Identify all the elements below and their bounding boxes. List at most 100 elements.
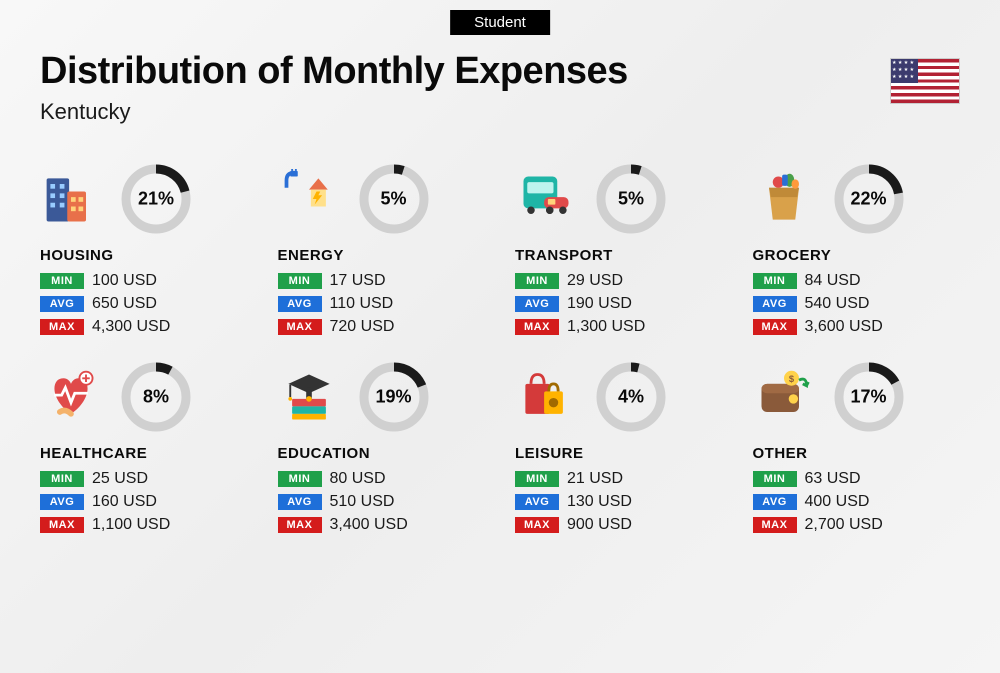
max-badge: MAX: [753, 517, 797, 533]
category-name: GROCERY: [753, 247, 961, 264]
percent-label: 17%: [850, 387, 886, 408]
min-badge: MIN: [515, 273, 559, 289]
min-badge: MIN: [278, 471, 322, 487]
category-name: HEALTHCARE: [40, 445, 248, 462]
min-badge: MIN: [278, 273, 322, 289]
avg-value: 510 USD: [330, 493, 395, 511]
avg-badge: AVG: [515, 296, 559, 312]
stat-max: MAX 720 USD: [278, 318, 486, 336]
category-card: 5% ENERGY MIN 17 USD AVG 110 USD MAX 720…: [278, 163, 486, 341]
category-name: EDUCATION: [278, 445, 486, 462]
stat-avg: AVG 400 USD: [753, 493, 961, 511]
percent-ring: 5%: [358, 163, 430, 235]
stat-min: MIN 80 USD: [278, 470, 486, 488]
percent-label: 5%: [380, 189, 406, 210]
avg-value: 160 USD: [92, 493, 157, 511]
percent-ring: 8%: [120, 361, 192, 433]
us-flag-icon: [890, 58, 960, 104]
min-badge: MIN: [753, 273, 797, 289]
avg-badge: AVG: [515, 494, 559, 510]
stat-min: MIN 29 USD: [515, 272, 723, 290]
stat-min: MIN 63 USD: [753, 470, 961, 488]
max-value: 900 USD: [567, 516, 632, 534]
stat-min: MIN 84 USD: [753, 272, 961, 290]
avg-value: 650 USD: [92, 295, 157, 313]
stat-avg: AVG 510 USD: [278, 493, 486, 511]
stat-min: MIN 17 USD: [278, 272, 486, 290]
grocery-icon: [753, 168, 815, 230]
max-badge: MAX: [40, 517, 84, 533]
avg-value: 110 USD: [330, 295, 394, 313]
card-top: 5%: [278, 163, 486, 235]
housing-icon: [40, 168, 102, 230]
category-name: HOUSING: [40, 247, 248, 264]
avg-badge: AVG: [40, 296, 84, 312]
percent-label: 5%: [618, 189, 644, 210]
category-card: 21% HOUSING MIN 100 USD AVG 650 USD MAX …: [40, 163, 248, 341]
category-name: ENERGY: [278, 247, 486, 264]
avg-value: 190 USD: [567, 295, 632, 313]
stat-min: MIN 100 USD: [40, 272, 248, 290]
stat-max: MAX 1,300 USD: [515, 318, 723, 336]
card-top: 8%: [40, 361, 248, 433]
max-badge: MAX: [515, 517, 559, 533]
category-name: OTHER: [753, 445, 961, 462]
min-value: 17 USD: [330, 272, 386, 290]
category-name: LEISURE: [515, 445, 723, 462]
avg-value: 540 USD: [805, 295, 870, 313]
categories-grid: 21% HOUSING MIN 100 USD AVG 650 USD MAX …: [40, 163, 960, 539]
header-badge: Student: [450, 10, 550, 35]
min-value: 100 USD: [92, 272, 157, 290]
stat-avg: AVG 540 USD: [753, 295, 961, 313]
stat-avg: AVG 110 USD: [278, 295, 486, 313]
min-value: 21 USD: [567, 470, 623, 488]
stat-avg: AVG 190 USD: [515, 295, 723, 313]
max-badge: MAX: [278, 517, 322, 533]
percent-label: 8%: [143, 387, 169, 408]
page-subtitle: Kentucky: [40, 99, 628, 125]
max-badge: MAX: [753, 319, 797, 335]
max-value: 2,700 USD: [805, 516, 883, 534]
percent-ring: 5%: [595, 163, 667, 235]
card-top: 21%: [40, 163, 248, 235]
max-value: 4,300 USD: [92, 318, 170, 336]
percent-ring: 22%: [833, 163, 905, 235]
min-value: 63 USD: [805, 470, 861, 488]
min-value: 25 USD: [92, 470, 148, 488]
other-icon: $: [753, 366, 815, 428]
percent-label: 19%: [375, 387, 411, 408]
category-card: 19% EDUCATION MIN 80 USD AVG 510 USD MAX…: [278, 361, 486, 539]
max-badge: MAX: [40, 319, 84, 335]
avg-value: 400 USD: [805, 493, 870, 511]
stat-min: MIN 21 USD: [515, 470, 723, 488]
percent-label: 4%: [618, 387, 644, 408]
stat-max: MAX 3,400 USD: [278, 516, 486, 534]
category-card: 5% TRANSPORT MIN 29 USD AVG 190 USD MAX …: [515, 163, 723, 341]
stat-max: MAX 4,300 USD: [40, 318, 248, 336]
max-value: 1,300 USD: [567, 318, 645, 336]
max-badge: MAX: [278, 319, 322, 335]
percent-ring: 4%: [595, 361, 667, 433]
card-top: 19%: [278, 361, 486, 433]
category-card: 8% HEALTHCARE MIN 25 USD AVG 160 USD MAX…: [40, 361, 248, 539]
healthcare-icon: [40, 366, 102, 428]
stat-max: MAX 1,100 USD: [40, 516, 248, 534]
min-badge: MIN: [515, 471, 559, 487]
min-value: 29 USD: [567, 272, 623, 290]
leisure-icon: [515, 366, 577, 428]
category-card: $ 17% OTHER MIN 63 USD AVG 400 USD MAX 2…: [753, 361, 961, 539]
card-top: 5%: [515, 163, 723, 235]
max-value: 3,600 USD: [805, 318, 883, 336]
min-value: 80 USD: [330, 470, 386, 488]
avg-badge: AVG: [753, 296, 797, 312]
category-name: TRANSPORT: [515, 247, 723, 264]
max-value: 1,100 USD: [92, 516, 170, 534]
title-row: Distribution of Monthly Expenses Kentuck…: [40, 50, 960, 125]
page-title: Distribution of Monthly Expenses: [40, 50, 628, 93]
stat-avg: AVG 160 USD: [40, 493, 248, 511]
avg-badge: AVG: [278, 494, 322, 510]
stat-max: MAX 2,700 USD: [753, 516, 961, 534]
stat-min: MIN 25 USD: [40, 470, 248, 488]
card-top: $ 17%: [753, 361, 961, 433]
percent-ring: 17%: [833, 361, 905, 433]
